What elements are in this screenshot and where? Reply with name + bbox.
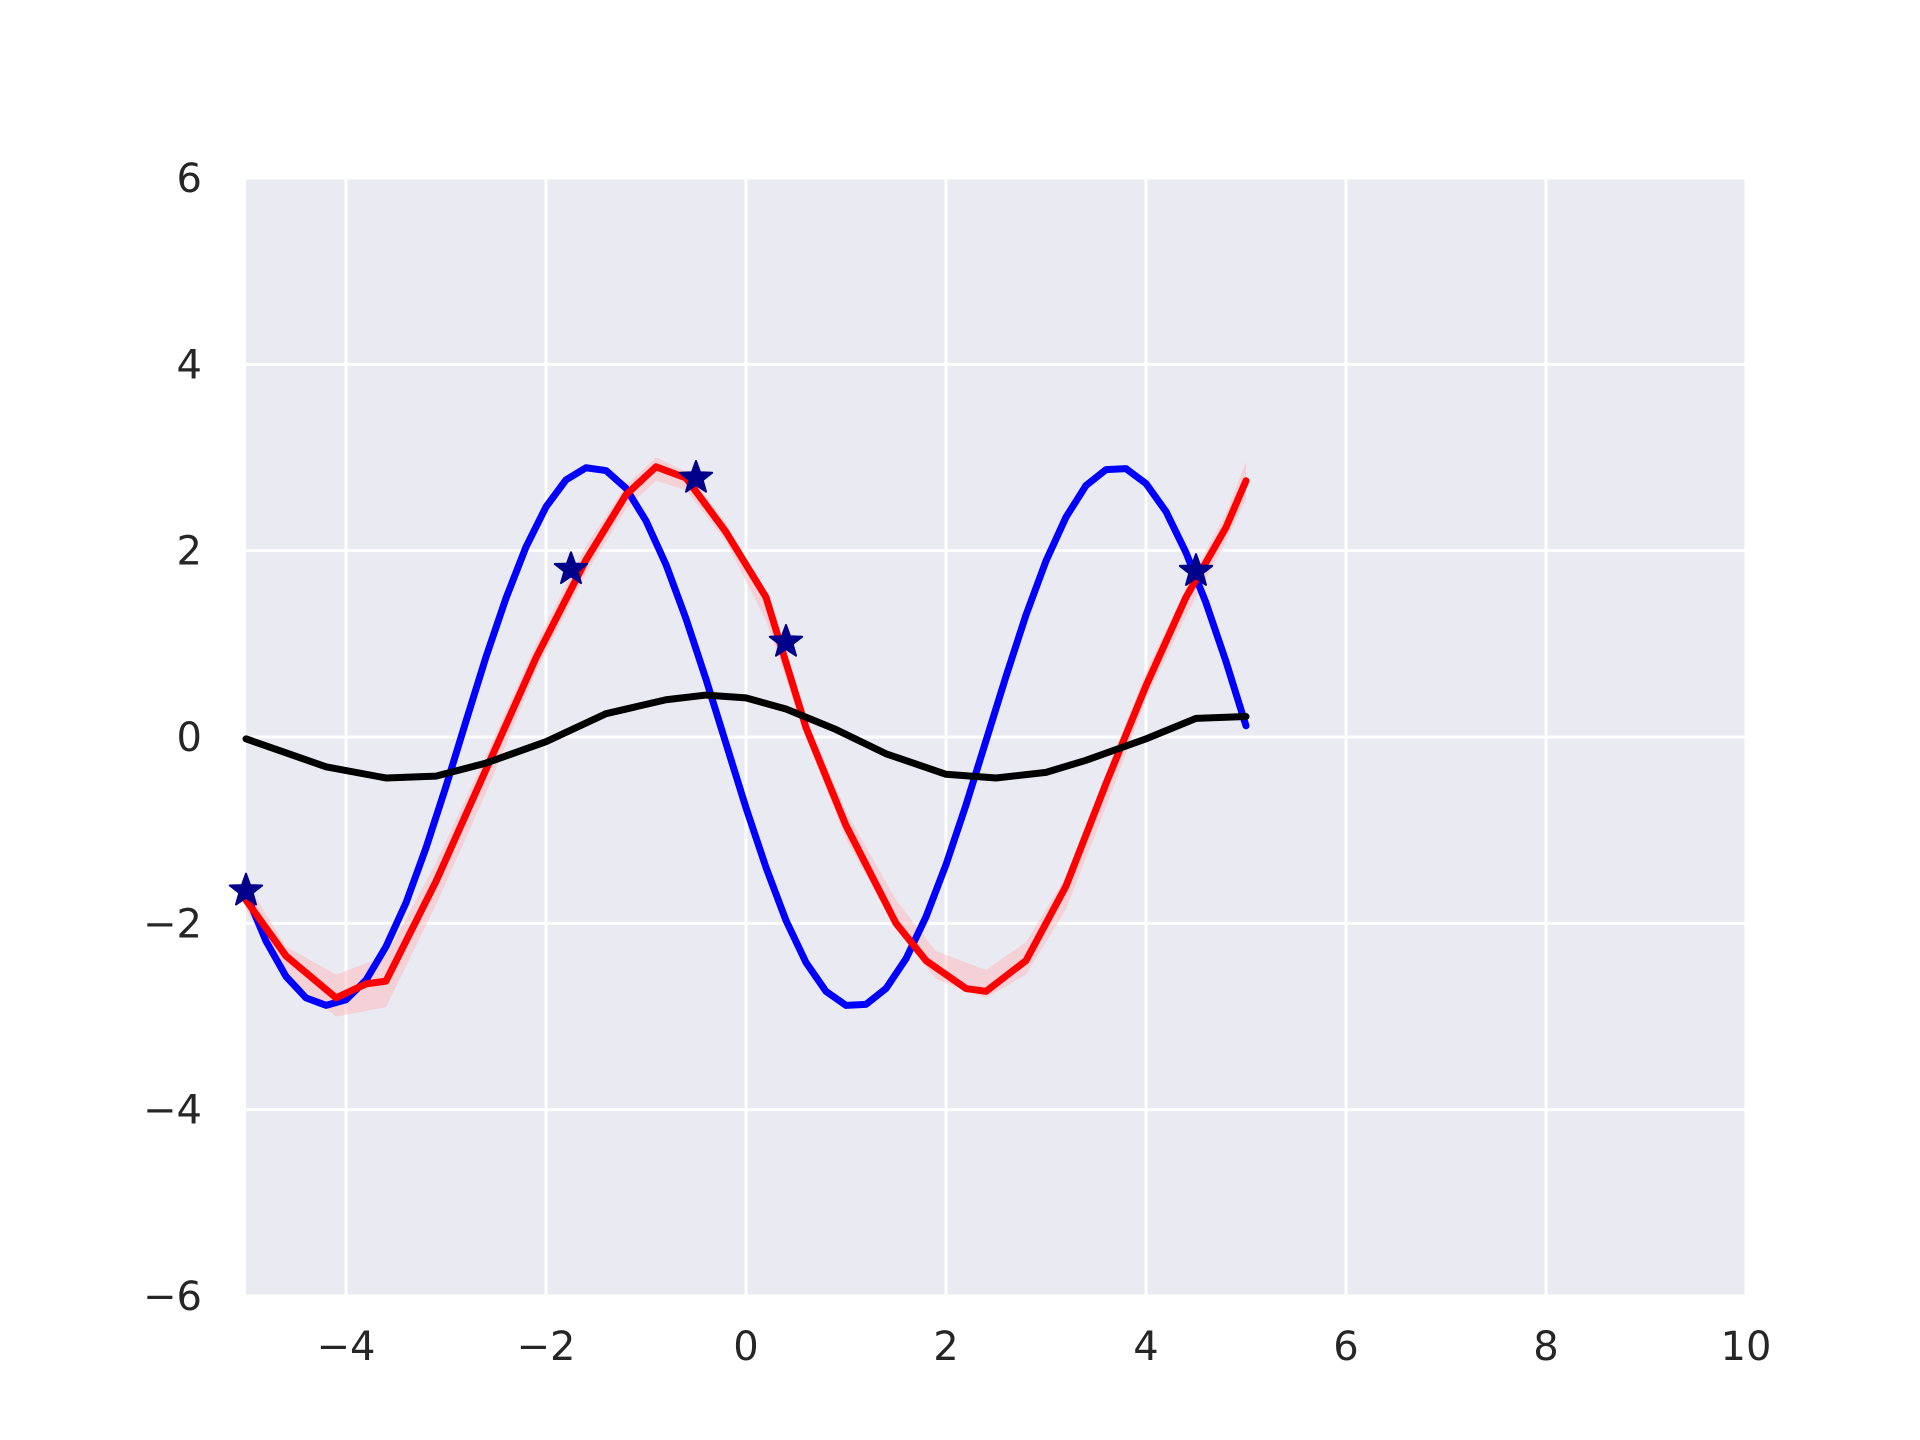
x-tick-label: 8 <box>1533 1324 1558 1370</box>
grid-lines <box>246 176 1748 1298</box>
star-marker <box>228 872 264 906</box>
star-marker <box>553 551 589 585</box>
y-tick-label: 2 <box>177 529 202 575</box>
x-tick-label: 0 <box>733 1324 758 1370</box>
star-marker <box>1178 553 1214 586</box>
x-tick-label: −4 <box>317 1324 376 1370</box>
x-tick-label: 4 <box>1133 1324 1158 1370</box>
star-marker <box>768 624 804 657</box>
x-tick-label: −2 <box>517 1324 576 1370</box>
y-tick-label: −6 <box>143 1274 202 1320</box>
x-tick-label: 10 <box>1721 1324 1772 1370</box>
y-tick-label: 6 <box>177 156 202 202</box>
series-line-2 <box>242 463 1250 1002</box>
series-line-3 <box>242 691 1250 782</box>
y-tick-label: 0 <box>177 715 202 761</box>
y-axis-ticks: −6 −4 −2 0 2 4 6 <box>143 156 202 1320</box>
x-tick-label: 2 <box>933 1324 958 1370</box>
star-marker <box>678 460 714 493</box>
series-line-1 <box>242 464 1250 1009</box>
x-axis-ticks: −4 −2 0 2 4 6 8 10 <box>317 1324 1772 1370</box>
y-tick-label: −2 <box>143 901 202 947</box>
series-layer <box>228 457 1250 1017</box>
y-tick-label: 4 <box>177 342 202 388</box>
x-tick-label: 6 <box>1333 1324 1358 1370</box>
y-tick-label: −4 <box>143 1088 202 1134</box>
